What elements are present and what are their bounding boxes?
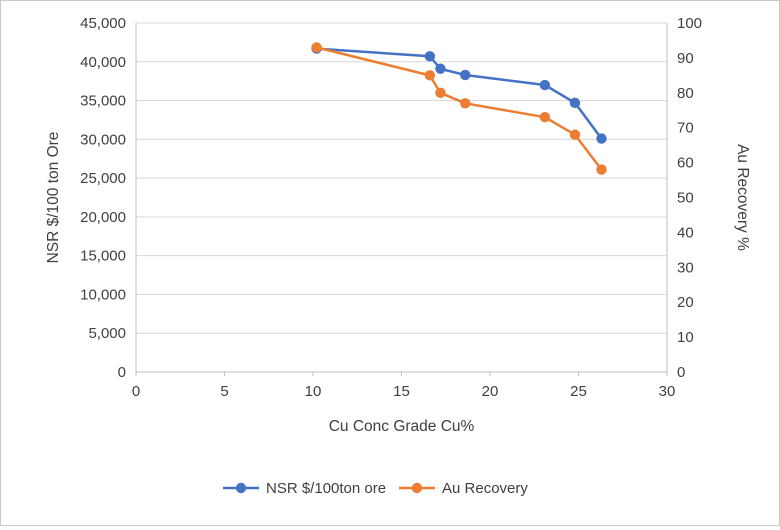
x-axis-title: Cu Conc Grade Cu% bbox=[329, 418, 475, 435]
x-tick-label: 0 bbox=[132, 383, 140, 400]
y-left-tick-label: 15,000 bbox=[80, 248, 126, 265]
y-left-tick-label: 20,000 bbox=[80, 209, 126, 226]
y-right-tick-label: 50 bbox=[677, 190, 694, 207]
y-left-tick-label: 5,000 bbox=[88, 325, 126, 342]
legend-label: NSR $/100ton ore bbox=[266, 480, 386, 497]
y-right-tick-label: 30 bbox=[677, 259, 694, 276]
y-right-tick-label: 20 bbox=[677, 294, 694, 311]
data-point-marker bbox=[460, 98, 471, 109]
data-point-marker bbox=[435, 87, 446, 99]
data-point-marker bbox=[539, 112, 551, 123]
data-point-marker bbox=[539, 79, 551, 91]
data-point-marker bbox=[569, 97, 581, 109]
y-right-tick-label: 60 bbox=[677, 155, 694, 172]
series-line-1 bbox=[315, 46, 603, 171]
y-right-tick-label: 40 bbox=[677, 224, 694, 241]
y-left-tick-label: 30,000 bbox=[80, 131, 126, 148]
y-right-tick-label: 90 bbox=[677, 50, 694, 67]
y-right-tick-label: 0 bbox=[677, 364, 685, 381]
data-point-marker bbox=[460, 69, 471, 81]
data-point-marker bbox=[569, 129, 581, 140]
y-right-tick-label: 80 bbox=[677, 85, 694, 102]
y-left-tick-label: 45,000 bbox=[80, 15, 126, 32]
legend-item: Au Recovery bbox=[399, 480, 528, 497]
y-right-tick-label: 100 bbox=[677, 15, 702, 32]
x-tick-label: 10 bbox=[305, 383, 322, 400]
data-point-marker bbox=[311, 42, 322, 53]
legend-marker-dot bbox=[235, 482, 247, 494]
x-tick-label: 20 bbox=[482, 383, 499, 400]
y-left-tick-label: 10,000 bbox=[80, 286, 126, 303]
x-tick-label: 30 bbox=[659, 383, 676, 400]
data-point-marker bbox=[424, 70, 436, 81]
legend-item: NSR $/100ton ore bbox=[223, 480, 386, 497]
x-tick-label: 25 bbox=[570, 383, 587, 400]
y-left-tick-label: 40,000 bbox=[80, 54, 126, 71]
data-point-marker bbox=[435, 63, 446, 74]
y-axis-title-right: Au Recovery % bbox=[734, 144, 751, 251]
y-left-tick-label: 35,000 bbox=[80, 93, 126, 110]
y-right-tick-label: 10 bbox=[677, 329, 694, 346]
x-tick-label: 15 bbox=[393, 383, 410, 400]
legend-label: Au Recovery bbox=[442, 480, 528, 497]
data-point-marker bbox=[424, 51, 436, 62]
y-right-tick-label: 70 bbox=[677, 120, 694, 137]
legend-marker-dot bbox=[411, 482, 423, 494]
data-point-marker bbox=[596, 133, 607, 144]
data-point-marker bbox=[596, 164, 607, 175]
y-axis-title-left: NSR $/100 ton Ore bbox=[45, 132, 62, 264]
x-tick-label: 5 bbox=[220, 383, 228, 400]
y-left-tick-label: 0 bbox=[118, 364, 126, 381]
y-left-tick-label: 25,000 bbox=[80, 170, 126, 187]
